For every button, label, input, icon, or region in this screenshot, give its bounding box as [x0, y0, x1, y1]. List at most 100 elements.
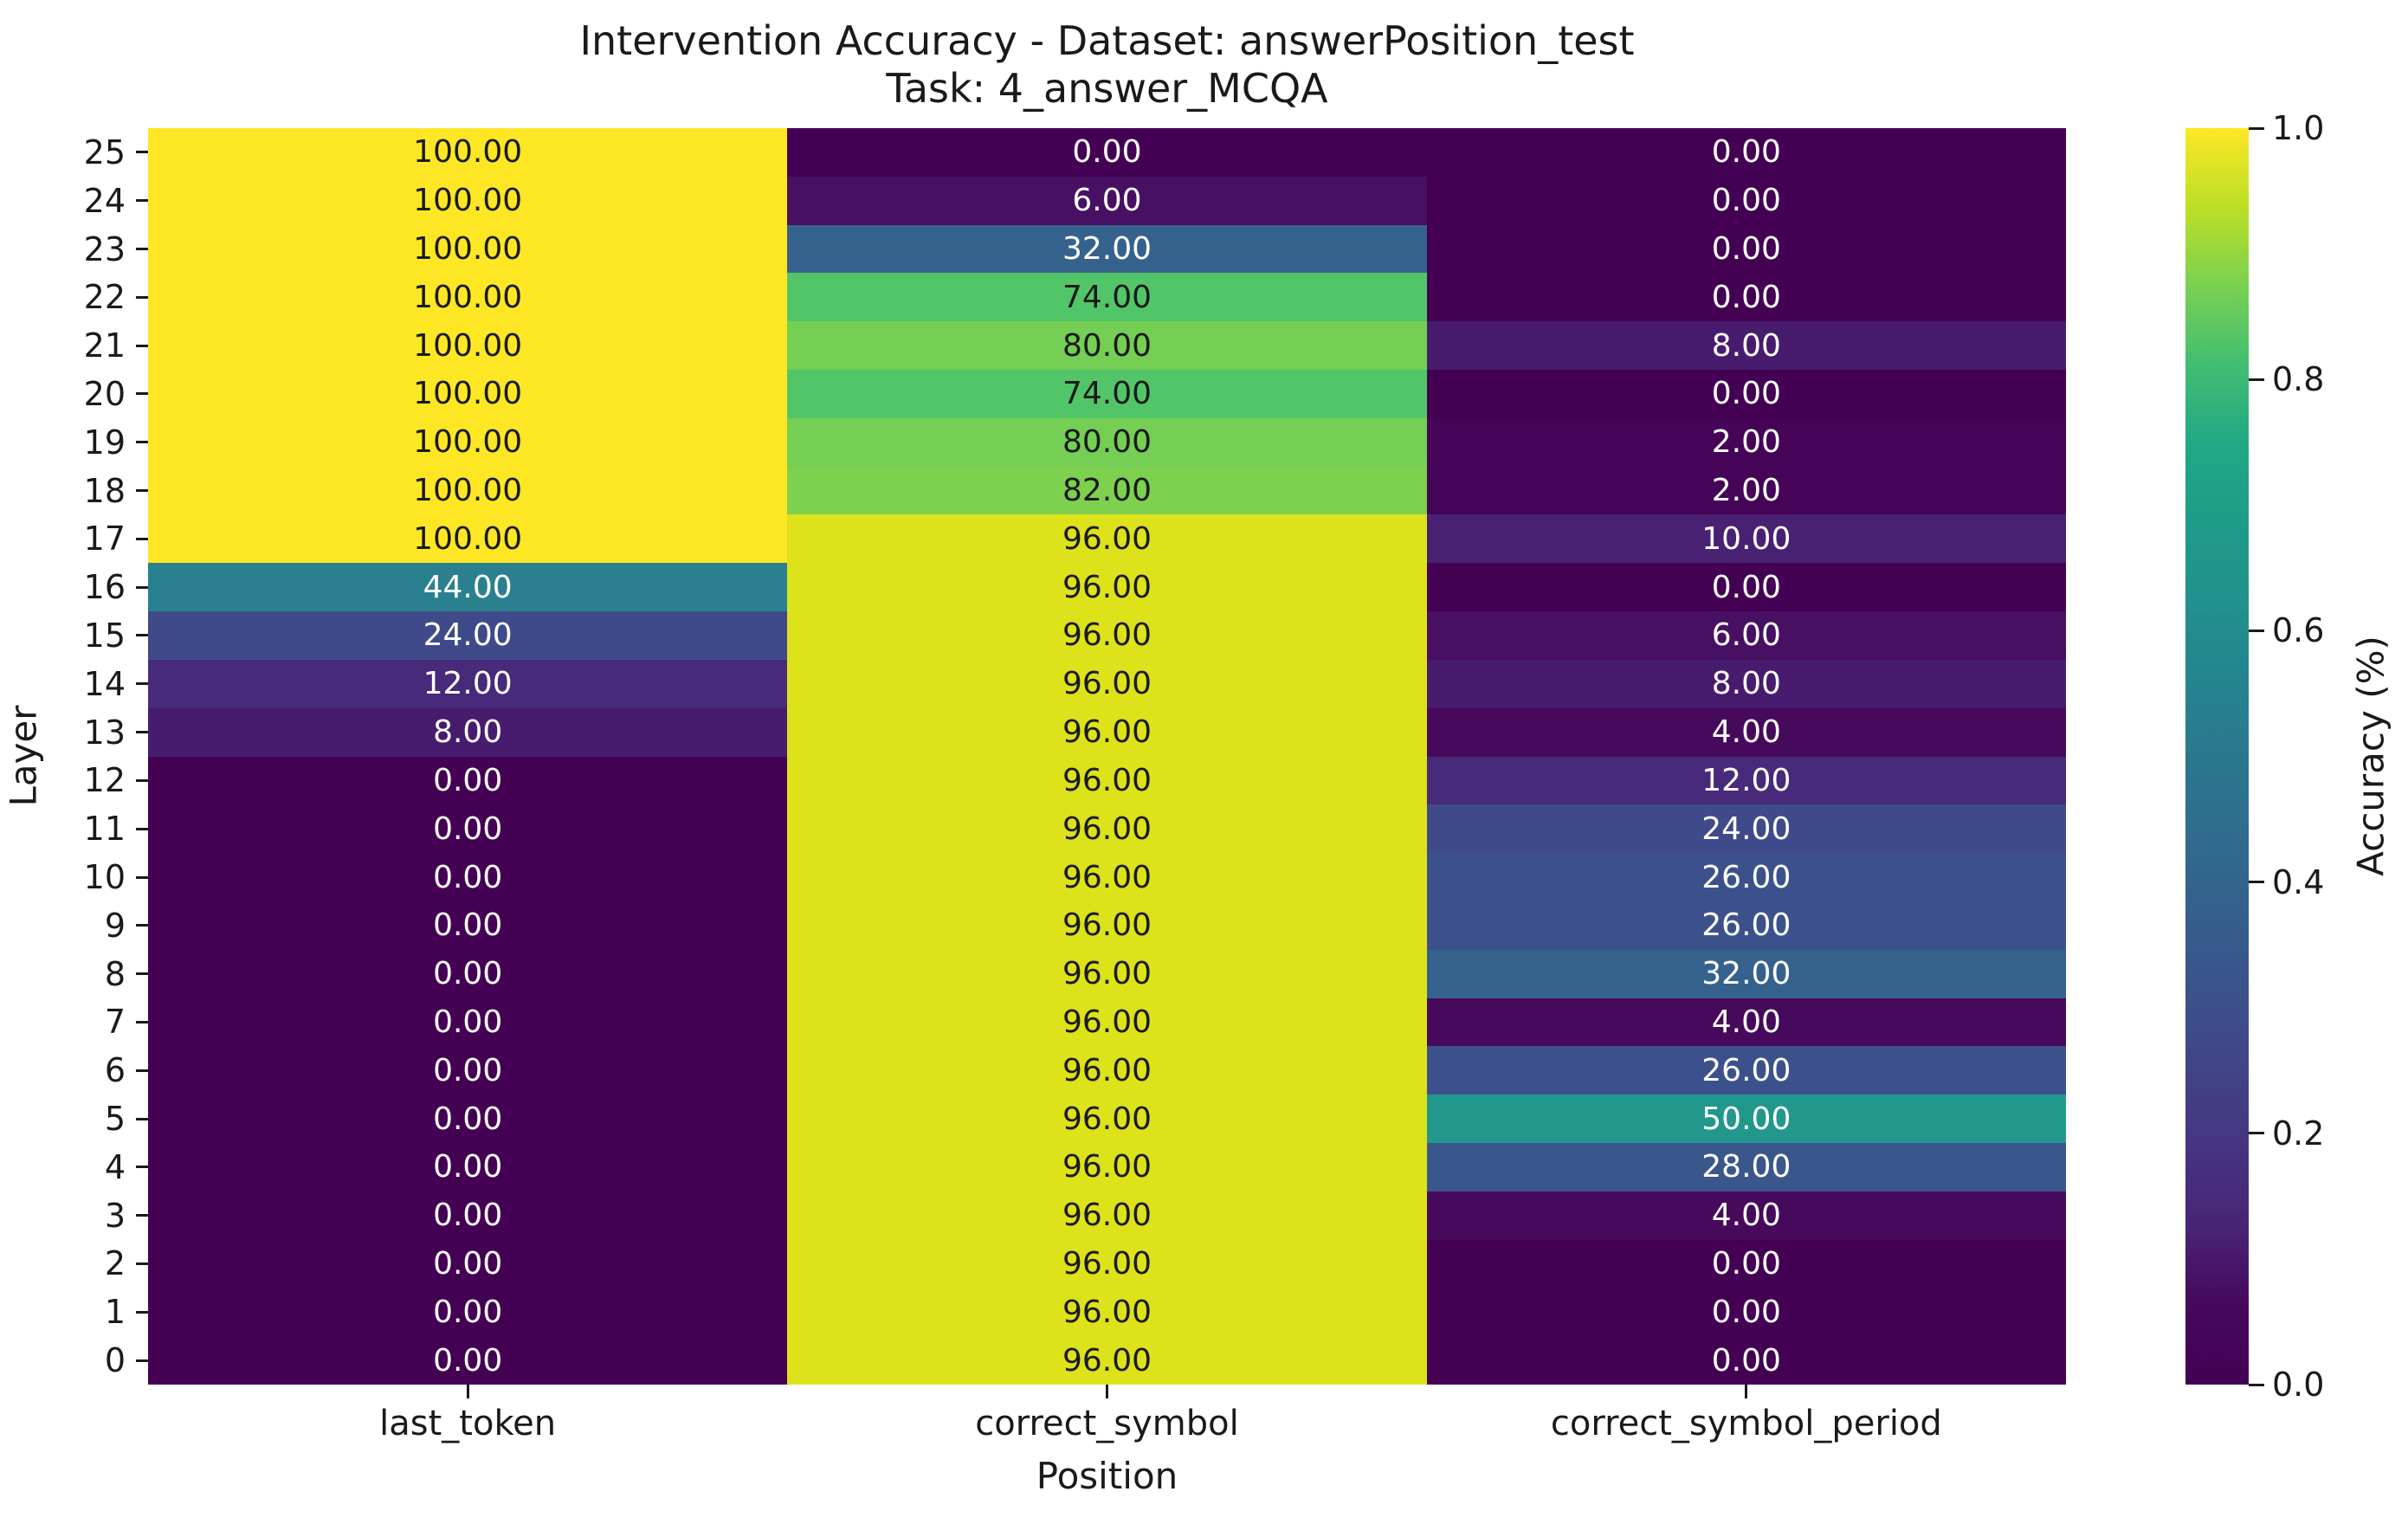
cell-annotation: 0.00	[1711, 1294, 1781, 1330]
cell-annotation: 100.00	[413, 520, 523, 557]
heatmap-cell: 0.00	[148, 853, 788, 901]
heatmap-cell: 96.00	[787, 1239, 1427, 1288]
cell-annotation: 26.00	[1701, 907, 1791, 944]
y-tick-label: 12	[83, 761, 126, 800]
heatmap-cell: 0.00	[148, 949, 788, 998]
cell-annotation: 96.00	[1062, 762, 1152, 798]
cell-annotation: 8.00	[433, 714, 503, 751]
heatmap-cell: 100.00	[148, 176, 788, 225]
heatmap-cell: 0.00	[148, 756, 788, 805]
y-tick-label: 7	[104, 1003, 126, 1042]
y-tick-label: 3	[104, 1196, 126, 1235]
y-tick-mark	[136, 585, 148, 589]
heatmap-cell: 2.00	[1426, 417, 2066, 467]
colorbar-tick-mark	[2249, 378, 2264, 381]
cell-annotation: 2.00	[1711, 424, 1781, 461]
heatmap-cell: 6.00	[1426, 611, 2066, 660]
y-tick-label: 16	[83, 568, 126, 607]
heatmap-cell: 96.00	[787, 1191, 1427, 1240]
y-tick-label: 10	[83, 858, 126, 897]
y-tick-mark	[136, 248, 148, 251]
x-tick-label: correct_symbol	[975, 1404, 1239, 1443]
cell-annotation: 96.00	[1062, 1245, 1152, 1282]
heatmap-cell: 0.00	[1426, 1336, 2066, 1385]
heatmap-cell: 96.00	[787, 949, 1427, 998]
x-tick-label: last_token	[379, 1404, 557, 1443]
cell-annotation: 26.00	[1701, 1052, 1791, 1088]
y-tick-mark	[136, 151, 148, 154]
cell-annotation: 82.00	[1062, 473, 1152, 509]
cell-annotation: 0.00	[433, 859, 503, 895]
cell-annotation: 2.00	[1711, 473, 1781, 509]
cell-annotation: 0.00	[433, 762, 503, 798]
cell-annotation: 100.00	[413, 376, 523, 412]
cell-annotation: 0.00	[1711, 1342, 1781, 1379]
heatmap-cell: 100.00	[148, 321, 788, 371]
cell-annotation: 96.00	[1062, 859, 1152, 895]
heatmap-cell: 24.00	[1426, 804, 2066, 854]
cell-annotation: 8.00	[1711, 666, 1781, 702]
heatmap-cell: 0.00	[148, 1142, 788, 1191]
y-tick-mark	[136, 1214, 148, 1217]
y-tick-label: 8	[104, 954, 126, 993]
heatmap-cell: 0.00	[148, 1095, 788, 1143]
cell-annotation: 80.00	[1062, 327, 1152, 364]
heatmap-cell: 0.00	[148, 1288, 788, 1337]
cell-annotation: 100.00	[413, 473, 523, 509]
cell-annotation: 8.00	[1711, 327, 1781, 364]
cell-annotation: 24.00	[1701, 810, 1791, 847]
x-tick-mark	[466, 1385, 469, 1398]
heatmap-cell: 96.00	[787, 1095, 1427, 1143]
cell-annotation: 96.00	[1062, 1052, 1152, 1088]
cell-annotation: 96.00	[1062, 1149, 1152, 1185]
heatmap-cell: 80.00	[787, 321, 1427, 371]
heatmap-cell: 0.00	[1426, 370, 2066, 418]
cell-annotation: 12.00	[1701, 762, 1791, 798]
heatmap-cell: 96.00	[787, 1336, 1427, 1385]
y-tick-label: 25	[83, 132, 126, 171]
y-tick-mark	[136, 295, 148, 299]
heatmap-cell: 28.00	[1426, 1142, 2066, 1191]
heatmap-cell: 74.00	[787, 273, 1427, 322]
cell-annotation: 96.00	[1062, 617, 1152, 654]
heatmap-cell: 96.00	[787, 756, 1427, 805]
y-tick-label: 1	[104, 1293, 126, 1332]
colorbar-tick-mark	[2249, 1132, 2264, 1135]
cell-annotation: 96.00	[1062, 1004, 1152, 1040]
cell-annotation: 74.00	[1062, 376, 1152, 412]
y-tick-mark	[136, 731, 148, 734]
y-tick-mark	[136, 489, 148, 493]
heatmap-cell: 32.00	[787, 224, 1427, 274]
cell-annotation: 0.00	[433, 1294, 503, 1330]
y-tick-mark	[136, 1359, 148, 1362]
heatmap-cell: 100.00	[148, 466, 788, 515]
y-tick-mark	[136, 682, 148, 686]
y-tick-mark	[136, 1117, 148, 1120]
cell-annotation: 96.00	[1062, 1294, 1152, 1330]
heatmap-cell: 100.00	[148, 417, 788, 467]
cell-annotation: 0.00	[433, 1004, 503, 1040]
cell-annotation: 26.00	[1701, 859, 1791, 895]
cell-annotation: 0.00	[1711, 279, 1781, 315]
cell-annotation: 100.00	[413, 231, 523, 268]
heatmap-cell: 96.00	[787, 707, 1427, 757]
heatmap-cell: 12.00	[1426, 756, 2066, 805]
y-tick-label: 0	[104, 1341, 126, 1380]
heatmap-cell: 0.00	[1426, 176, 2066, 225]
cell-annotation: 0.00	[1711, 134, 1781, 171]
cell-annotation: 0.00	[1711, 231, 1781, 268]
cell-annotation: 44.00	[423, 569, 513, 605]
cell-annotation: 96.00	[1062, 1101, 1152, 1137]
cell-annotation: 0.00	[433, 1101, 503, 1137]
heatmap-cell: 96.00	[787, 853, 1427, 901]
cell-annotation: 96.00	[1062, 569, 1152, 605]
cell-annotation: 96.00	[1062, 520, 1152, 557]
heatmap-cell: 8.00	[1426, 659, 2066, 708]
cell-annotation: 4.00	[1711, 1198, 1781, 1234]
y-tick-label: 5	[104, 1100, 126, 1139]
heatmap-cell: 0.00	[148, 1191, 788, 1240]
heatmap-cell: 0.00	[148, 998, 788, 1047]
cell-annotation: 50.00	[1701, 1101, 1791, 1137]
x-axis-label: Position	[1036, 1455, 1178, 1497]
